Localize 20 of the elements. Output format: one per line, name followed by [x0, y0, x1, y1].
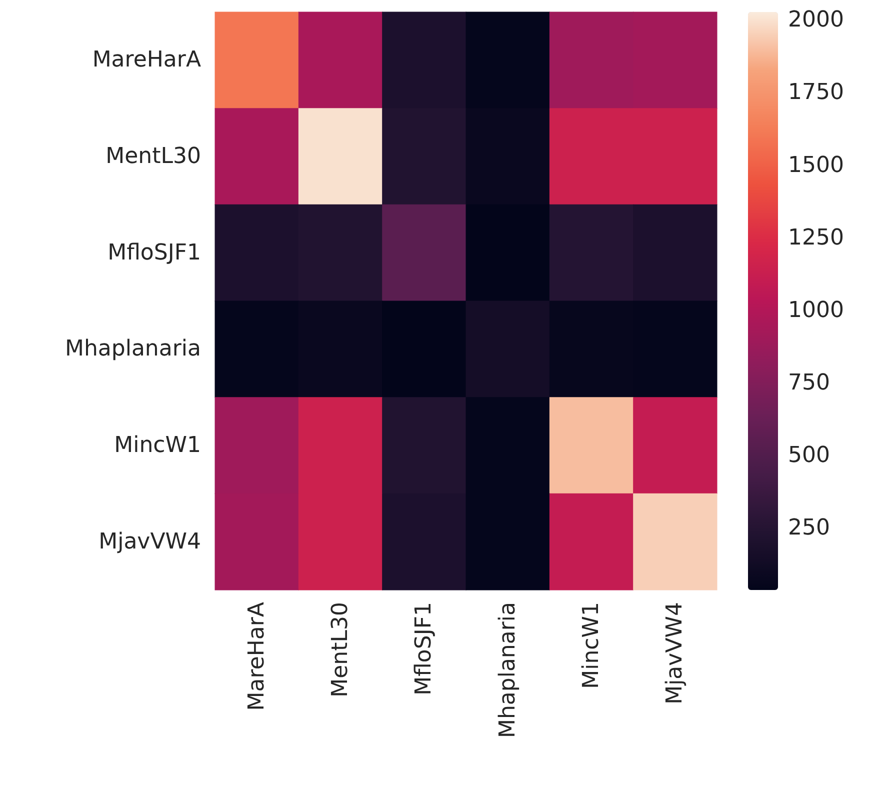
y-tick-label: Mhaplanaria	[64, 336, 201, 362]
color-bar-label: 1250	[788, 225, 844, 250]
x-tick-label: MincW1	[579, 602, 604, 689]
y-tick-label: MentL30	[106, 144, 201, 169]
color-bar-label: 250	[788, 516, 830, 541]
x-tick-label: MjavVW4	[662, 602, 688, 704]
x-tick-label: Mhaplanaria	[495, 602, 520, 738]
y-tick-label: MfloSJF1	[108, 240, 201, 266]
y-tick-label: MjavVW4	[98, 529, 201, 554]
color-bar-label: 1000	[788, 298, 844, 323]
x-tick-label: MentL30	[328, 602, 353, 698]
x-tick-label: MfloSJF1	[412, 602, 437, 696]
color-bar-label: 1500	[788, 152, 844, 178]
y-tick-label: MincW1	[114, 433, 201, 458]
x-tick-label: MareHarA	[244, 602, 270, 711]
color-bar-label: 2000	[788, 8, 844, 33]
y-tick-label: MareHarA	[92, 48, 201, 73]
color-bar-label: 500	[788, 443, 830, 468]
color-bar-label: 1750	[788, 80, 844, 106]
color-bar-label: 750	[788, 370, 830, 396]
